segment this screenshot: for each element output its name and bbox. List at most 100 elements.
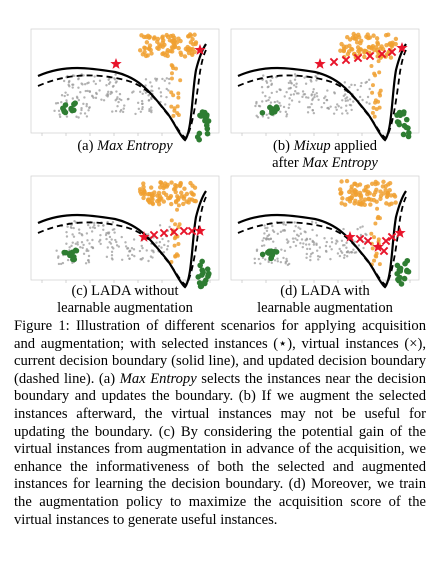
data-point-gray: [309, 78, 312, 82]
data-point-gray: [78, 231, 81, 235]
data-point-gray: [86, 89, 89, 93]
data-point-gray: [82, 102, 85, 106]
data-point-gray: [138, 249, 142, 253]
data-point-orange: [146, 192, 151, 197]
data-point-orange: [342, 202, 348, 207]
data-point-orange: [371, 105, 376, 110]
data-point-gray: [82, 243, 85, 247]
data-point-gray: [330, 248, 333, 251]
data-point-gray: [368, 87, 371, 91]
data-point-gray: [334, 106, 337, 109]
data-point-gray: [279, 230, 283, 234]
data-point-gray: [62, 79, 66, 83]
data-point-gray: [79, 91, 82, 94]
data-point-orange: [165, 34, 171, 40]
data-point-gray: [260, 244, 264, 248]
data-point-gray: [348, 103, 352, 107]
data-point-gray: [261, 115, 265, 118]
updated-decision-boundary: [237, 196, 407, 287]
data-point-orange: [171, 93, 176, 98]
data-point-gray: [80, 108, 83, 112]
data-point-orange: [373, 73, 378, 78]
data-point-gray: [263, 232, 266, 235]
data-point-gray: [120, 98, 123, 102]
data-point-gray: [60, 94, 64, 97]
data-point-orange: [182, 186, 187, 191]
data-point-orange: [189, 190, 194, 195]
virtual-instance-cross: [169, 227, 179, 237]
data-point-gray: [310, 93, 314, 96]
subcaption-b: (b) Mixup applied after Max Entropy: [225, 138, 425, 172]
data-point-orange: [173, 222, 178, 227]
data-point-gray: [324, 95, 327, 98]
scatter-plot-b: [230, 28, 420, 142]
data-point-orange: [178, 38, 183, 44]
data-point-gray: [336, 252, 340, 255]
data-point-gray: [308, 247, 312, 251]
data-point-orange: [160, 51, 165, 57]
data-point-gray: [289, 245, 292, 249]
subcaption-c-line2: learnable augmentation: [57, 300, 193, 316]
data-point-gray: [145, 249, 148, 252]
data-point-gray: [301, 95, 304, 99]
data-point-gray: [70, 226, 73, 230]
data-point-orange: [139, 33, 144, 38]
data-point-gray: [320, 106, 323, 109]
data-point-orange: [339, 41, 344, 47]
data-point-gray: [338, 247, 341, 251]
data-point-orange: [373, 181, 378, 187]
data-point-gray: [65, 115, 69, 118]
data-point-gray: [73, 74, 76, 78]
data-point-gray: [144, 84, 147, 87]
data-point-gray: [93, 221, 96, 225]
panel-a: [30, 28, 220, 148]
subcaption-d-line1: (d) LADA with: [280, 283, 370, 299]
data-point-gray: [136, 101, 140, 105]
data-point-gray: [314, 221, 318, 225]
data-point-gray: [91, 226, 95, 229]
data-point-gray: [276, 100, 279, 103]
data-point-gray: [165, 95, 168, 99]
data-point-gray: [141, 257, 144, 260]
data-point-gray: [315, 234, 319, 237]
data-point-orange: [142, 190, 147, 195]
data-point-orange: [155, 39, 160, 45]
data-point-gray: [340, 239, 344, 243]
data-point-gray: [83, 83, 87, 86]
data-point-gray: [267, 98, 270, 102]
data-point-gray: [99, 242, 102, 246]
subcaption-b-line2-prefix: after: [272, 155, 303, 171]
data-point-orange: [357, 182, 363, 187]
data-point-orange: [377, 91, 382, 96]
data-point-gray: [336, 240, 339, 243]
data-point-gray: [137, 107, 141, 111]
data-point-orange: [352, 36, 357, 41]
figure-caption-em: Max Entropy: [119, 370, 197, 387]
data-point-gray: [317, 98, 320, 101]
data-point-gray: [346, 112, 349, 115]
data-point-gray: [150, 109, 153, 112]
data-point-gray: [304, 243, 308, 246]
data-point-gray: [303, 76, 306, 79]
data-point-gray: [81, 246, 84, 250]
data-point-gray: [71, 83, 74, 86]
data-point-green: [400, 131, 407, 138]
data-point-orange: [190, 36, 195, 42]
data-point-orange: [369, 64, 374, 69]
data-point-gray: [294, 224, 297, 228]
data-point-gray: [276, 257, 279, 260]
data-point-orange: [371, 33, 376, 38]
data-point-gray: [323, 237, 326, 240]
data-point-gray: [87, 259, 90, 262]
data-point-gray: [282, 223, 285, 226]
data-point-gray: [160, 246, 163, 249]
data-point-gray: [110, 238, 113, 241]
data-point-gray: [341, 112, 344, 115]
data-point-orange: [151, 36, 157, 41]
data-point-gray: [265, 99, 268, 103]
data-point-gray: [304, 82, 308, 85]
data-point-gray: [261, 100, 264, 103]
data-point-gray: [157, 87, 161, 90]
subcaption-b-prefix: (b): [273, 138, 294, 154]
data-point-gray: [295, 85, 298, 89]
